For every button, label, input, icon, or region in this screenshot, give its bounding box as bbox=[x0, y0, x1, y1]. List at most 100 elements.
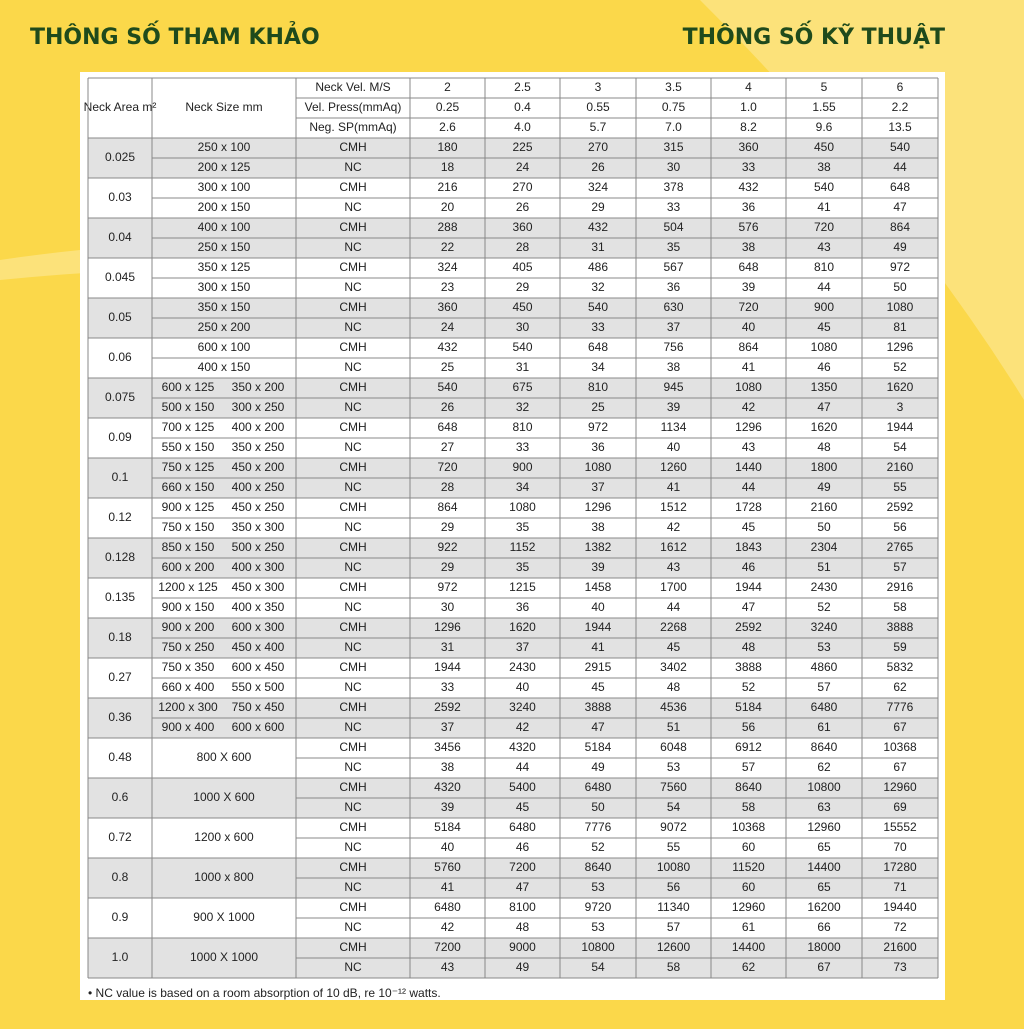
cell-value: 8100 bbox=[509, 900, 536, 914]
size: 850 x 150 bbox=[162, 540, 215, 554]
cell-value: 7776 bbox=[887, 700, 914, 714]
cell-value: 49 bbox=[893, 240, 907, 254]
area: 0.36 bbox=[108, 710, 132, 724]
cell-value: 3888 bbox=[735, 660, 762, 674]
size: 550 x 150 bbox=[162, 440, 215, 454]
cell-value: 29 bbox=[516, 280, 530, 294]
head-value: 0.25 bbox=[436, 100, 460, 114]
area: 0.9 bbox=[112, 910, 129, 924]
head-value: 8.2 bbox=[740, 120, 757, 134]
cell-value: 35 bbox=[516, 520, 530, 534]
head-value: 3.5 bbox=[665, 80, 682, 94]
size: 1000 x 800 bbox=[194, 870, 254, 884]
cell-value: 7560 bbox=[660, 780, 687, 794]
cell-value: 288 bbox=[437, 220, 457, 234]
size: 350 x 150 bbox=[198, 300, 251, 314]
cell-value: 14400 bbox=[732, 940, 766, 954]
cell-value: 49 bbox=[516, 960, 530, 974]
cell-value: 33 bbox=[742, 160, 756, 174]
cell-value: 14400 bbox=[807, 860, 841, 874]
area: 0.128 bbox=[105, 550, 135, 564]
cell-value: 45 bbox=[591, 680, 605, 694]
cell-value: 30 bbox=[441, 600, 455, 614]
cell-value: 61 bbox=[817, 720, 831, 734]
size: 800 X 600 bbox=[197, 750, 252, 764]
cell-value: 630 bbox=[663, 300, 683, 314]
cell-value: 1296 bbox=[887, 340, 914, 354]
cell-value: 43 bbox=[441, 960, 455, 974]
cell-value: 69 bbox=[893, 800, 907, 814]
cell-value: 72 bbox=[893, 920, 907, 934]
cell-value: 81 bbox=[893, 320, 907, 334]
size: 300 x 250 bbox=[232, 400, 285, 414]
cell-value: 46 bbox=[516, 840, 530, 854]
cell-value: 3240 bbox=[509, 700, 536, 714]
cell-value: 48 bbox=[817, 440, 831, 454]
cell-value: 58 bbox=[893, 600, 907, 614]
cell-value: 65 bbox=[817, 880, 831, 894]
row-label: NC bbox=[344, 680, 362, 694]
size: 350 x 200 bbox=[232, 380, 285, 394]
area-header: Neck Area m² bbox=[84, 100, 157, 114]
cell-value: 1382 bbox=[585, 540, 612, 554]
cell-value: 315 bbox=[663, 140, 683, 154]
cell-value: 20 bbox=[441, 200, 455, 214]
head-value: 4.0 bbox=[514, 120, 531, 134]
cell-value: 972 bbox=[890, 260, 910, 274]
cell-value: 35 bbox=[667, 240, 681, 254]
row-label: NC bbox=[344, 400, 362, 414]
row-label: NC bbox=[344, 520, 362, 534]
size: 550 x 500 bbox=[232, 680, 285, 694]
cell-value: 49 bbox=[591, 760, 605, 774]
size: 600 x 600 bbox=[232, 720, 285, 734]
cell-value: 2592 bbox=[735, 620, 762, 634]
cell-value: 44 bbox=[667, 600, 681, 614]
cell-value: 60 bbox=[742, 840, 756, 854]
cell-value: 2160 bbox=[887, 460, 914, 474]
cell-value: 46 bbox=[742, 560, 756, 574]
size: 450 x 400 bbox=[232, 640, 285, 654]
size: 1200 x 300 bbox=[158, 700, 218, 714]
cell-value: 31 bbox=[516, 360, 530, 374]
cell-value: 42 bbox=[441, 920, 455, 934]
head-value: 1.55 bbox=[812, 100, 836, 114]
head-label: Vel. Press(mmAq) bbox=[305, 100, 402, 114]
row-label: CMH bbox=[339, 540, 366, 554]
size: 500 x 150 bbox=[162, 400, 215, 414]
head-value: 9.6 bbox=[816, 120, 833, 134]
cell-value: 38 bbox=[441, 760, 455, 774]
cell-value: 648 bbox=[437, 420, 457, 434]
head-value: 5 bbox=[821, 80, 828, 94]
header-right: THÔNG SỐ KỸ THUẬT bbox=[683, 21, 945, 50]
cell-value: 450 bbox=[512, 300, 532, 314]
cell-value: 28 bbox=[516, 240, 530, 254]
size: 400 x 200 bbox=[232, 420, 285, 434]
cell-value: 11520 bbox=[732, 860, 765, 874]
cell-value: 10800 bbox=[581, 940, 615, 954]
cell-value: 31 bbox=[591, 240, 605, 254]
row-label: NC bbox=[344, 240, 362, 254]
cell-value: 38 bbox=[817, 160, 831, 174]
cell-value: 5832 bbox=[887, 660, 914, 674]
cell-value: 37 bbox=[441, 720, 455, 734]
area: 0.045 bbox=[105, 270, 135, 284]
size: 900 x 400 bbox=[162, 720, 215, 734]
cell-value: 576 bbox=[738, 220, 758, 234]
size: 600 x 125 bbox=[162, 380, 215, 394]
cell-value: 1296 bbox=[735, 420, 762, 434]
cell-value: 5184 bbox=[434, 820, 461, 834]
cell-value: 41 bbox=[591, 640, 605, 654]
cell-value: 2592 bbox=[434, 700, 461, 714]
head-value: 0.75 bbox=[662, 100, 686, 114]
row-label: CMH bbox=[339, 460, 366, 474]
cell-value: 2304 bbox=[811, 540, 838, 554]
cell-value: 24 bbox=[516, 160, 530, 174]
cell-value: 60 bbox=[742, 880, 756, 894]
cell-value: 41 bbox=[817, 200, 831, 214]
cell-value: 1944 bbox=[735, 580, 762, 594]
cell-value: 56 bbox=[893, 520, 907, 534]
cell-value: 4536 bbox=[660, 700, 687, 714]
cell-value: 23 bbox=[441, 280, 455, 294]
row-label: NC bbox=[344, 160, 362, 174]
